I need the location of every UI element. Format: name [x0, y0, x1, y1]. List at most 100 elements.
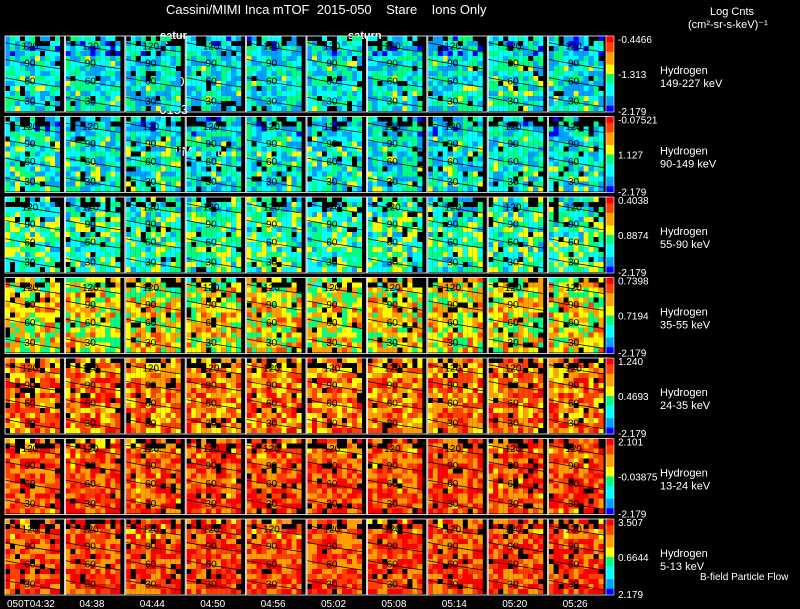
heatmap-cell [332, 96, 337, 101]
heatmap-cell [432, 36, 438, 41]
heatmap-cell [442, 146, 448, 152]
heatmap-cell [196, 222, 202, 227]
heatmap-cell [140, 156, 146, 162]
heatmap-cell [75, 46, 81, 51]
heatmap-cell [523, 121, 529, 127]
heatmap-cell [110, 101, 116, 106]
heatmap-cell [70, 242, 76, 247]
heatmap-cell [533, 212, 539, 217]
heatmap-cell [523, 126, 529, 132]
heatmap-cell [322, 181, 327, 187]
heatmap-cell [503, 267, 509, 272]
heatmap-cell [271, 116, 277, 122]
heatmap-cell [115, 101, 121, 106]
heatmap-cell [95, 161, 101, 167]
heatmap-cell [488, 267, 494, 272]
heatmap-cell [508, 252, 514, 257]
heatmap-cell [477, 156, 483, 162]
heatmap-cell [286, 257, 292, 262]
heatmap-cell [5, 227, 10, 232]
heatmap-cell [70, 156, 76, 162]
heatmap-cell [442, 181, 448, 187]
heatmap-cell [312, 76, 317, 81]
heatmap-cell [528, 121, 534, 127]
heatmap-cell [538, 71, 544, 76]
colorbar-segment [606, 241, 614, 245]
heatmap-cell [236, 116, 242, 122]
heatmap-cell [10, 116, 15, 122]
heatmap-cell [95, 267, 101, 272]
heatmap-cell [25, 176, 30, 182]
panel-border [185, 196, 246, 274]
heatmap-cell [322, 61, 327, 66]
heatmap-cell [45, 282, 50, 288]
heatmap-cell [493, 131, 499, 137]
heatmap-cell [573, 227, 579, 232]
heatmap-cell [5, 36, 10, 41]
heatmap-cell [372, 46, 378, 51]
heatmap-cell [553, 76, 559, 81]
heatmap-cell [5, 322, 10, 328]
heatmap-cell [598, 81, 604, 86]
heatmap-cell [80, 222, 86, 227]
heatmap-cell [342, 66, 347, 71]
heatmap-cell [347, 232, 352, 237]
heatmap-cell [327, 262, 332, 267]
heatmap-cell [100, 126, 106, 132]
heatmap-cell [397, 227, 403, 232]
heatmap-cell [25, 141, 30, 147]
heatmap-cell [50, 342, 55, 348]
heatmap-cell [432, 41, 438, 46]
heatmap-cell [548, 96, 554, 101]
heatmap-cell [528, 166, 534, 172]
heatmap-cell [518, 252, 524, 257]
heatmap-cell [35, 207, 40, 212]
heatmap-cell [40, 161, 45, 167]
heatmap-cell [206, 267, 212, 272]
heatmap-cell [548, 106, 554, 111]
heatmap-cell [412, 71, 418, 76]
heatmap-cell [35, 56, 40, 61]
heatmap-cell [488, 86, 494, 91]
heatmap-cell [25, 126, 30, 132]
heatmap-cell [548, 156, 554, 162]
heatmap-cell [357, 121, 362, 127]
heatmap-cell [231, 267, 237, 272]
heatmap-cell [377, 76, 383, 81]
colorbar-segment [606, 45, 614, 50]
heatmap-cell [40, 197, 45, 202]
heatmap-cell [266, 136, 272, 142]
heatmap-cell [563, 56, 569, 61]
heatmap-cell [382, 81, 388, 86]
heatmap-cell [513, 257, 519, 262]
heatmap-cell [518, 267, 524, 272]
heatmap-cell [236, 76, 242, 81]
heatmap-cell [35, 227, 40, 232]
heatmap-cell [15, 81, 20, 86]
heatmap-cell [140, 166, 146, 172]
heatmap-cell [317, 101, 322, 106]
heatmap-cell [563, 227, 569, 232]
heatmap-cell [30, 141, 35, 147]
heatmap-cell [427, 136, 433, 142]
heatmap-cell [271, 181, 277, 187]
heatmap-cell [45, 141, 50, 147]
heatmap-cell [40, 312, 45, 318]
heatmap-cell [135, 136, 141, 142]
heatmap-cell [85, 207, 91, 212]
heatmap-cell [407, 81, 413, 86]
heatmap-cell [307, 227, 312, 232]
heatmap-cell [357, 96, 362, 101]
heatmap-cell [493, 101, 499, 106]
heatmap-cell [55, 287, 60, 293]
heatmap-cell [367, 262, 373, 267]
heatmap-cell [568, 247, 574, 252]
contour-label: 120 [324, 203, 341, 214]
heatmap-cell [327, 166, 332, 172]
contour-line [488, 139, 548, 151]
heatmap-cell [462, 131, 468, 137]
heatmap-cell [538, 86, 544, 91]
heatmap-cell [488, 106, 494, 111]
heatmap-cell [518, 186, 524, 192]
heatmap-cell [583, 166, 589, 172]
